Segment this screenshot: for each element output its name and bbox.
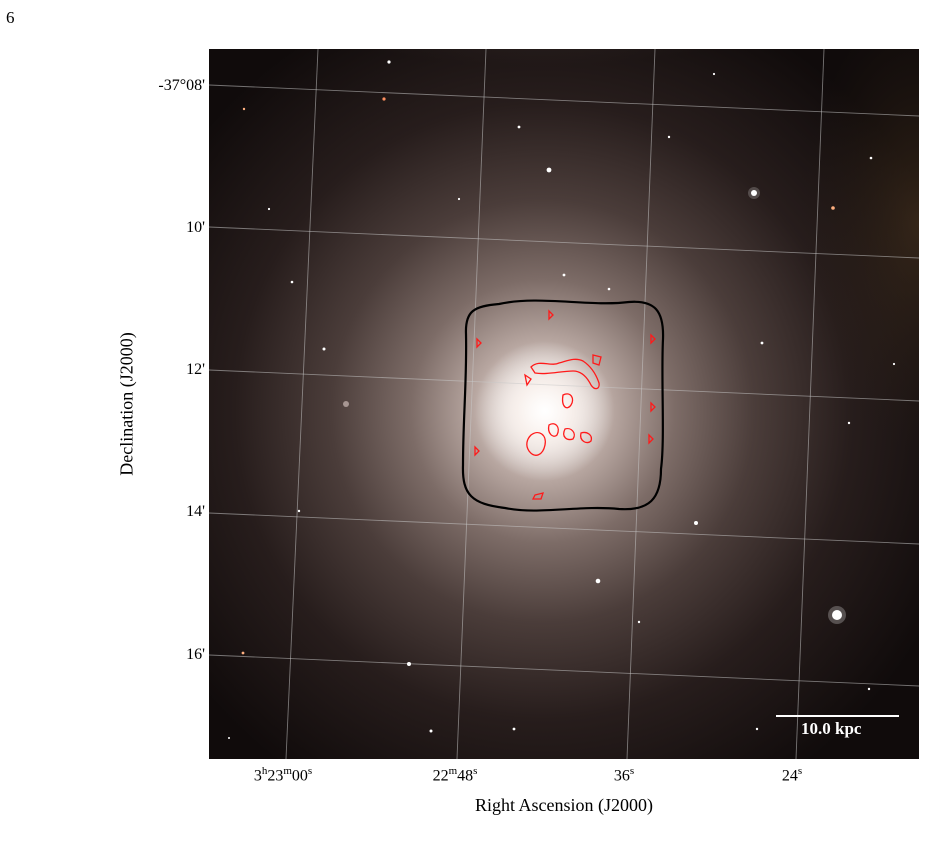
scale-bar-label: 10.0 kpc [801,719,862,738]
x-tick-label: 36s [613,765,635,785]
stars [228,60,896,739]
y-tick-label: 16' [186,646,205,663]
y-tick-label: 12' [186,361,205,378]
x-tick-label: 22m48s [432,765,478,785]
y-axis-label: Declination (J2000) [116,332,137,476]
x-axis-label: Right Ascension (J2000) [475,795,653,815]
footprint-outline [461,299,665,512]
y-tick-label: 14' [186,503,205,520]
page-number: 6 [6,8,15,27]
emission-contours [474,309,656,500]
x-tick-label: 3h23m00s [253,765,313,785]
y-tick-label: 10' [186,219,205,236]
x-tick-label: 24s [781,765,803,785]
galaxy-image [209,49,919,759]
sky-image-svg [209,49,919,759]
y-tick-label: -37°08' [158,77,205,94]
coordinate-grid [209,49,919,759]
